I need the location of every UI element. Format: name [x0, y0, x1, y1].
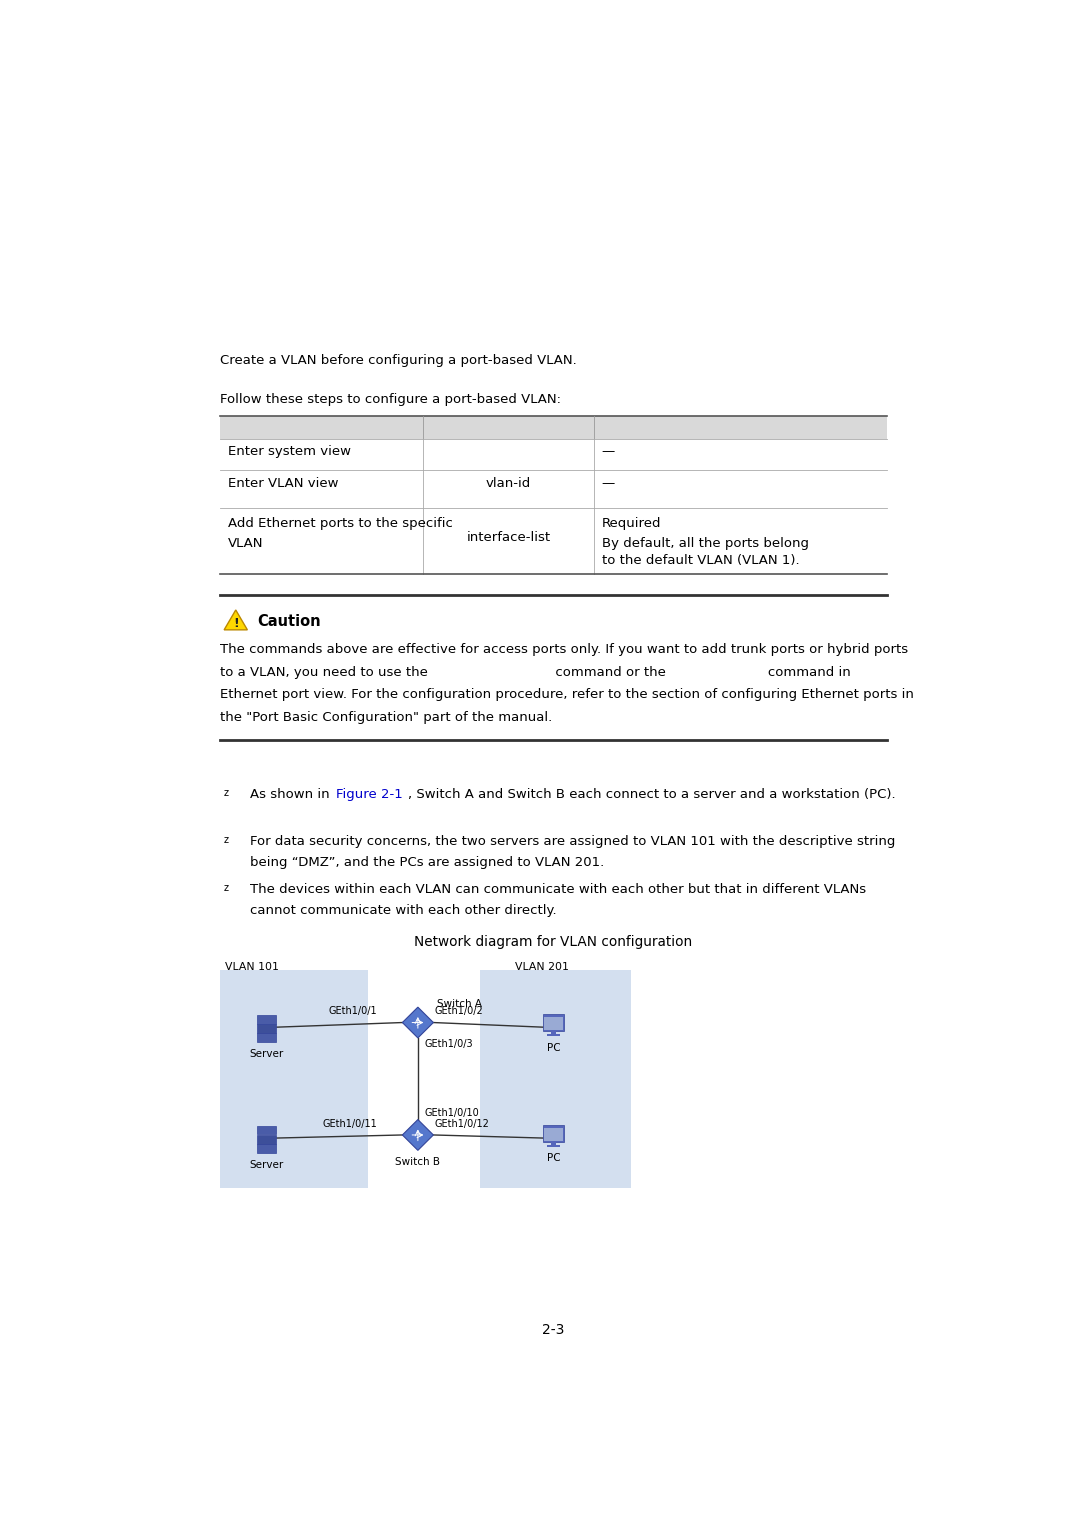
Text: z: z [225, 835, 229, 846]
Text: Network diagram for VLAN configuration: Network diagram for VLAN configuration [415, 935, 692, 948]
Text: VLAN: VLAN [228, 538, 264, 550]
Bar [257, 1135, 276, 1144]
Text: The commands above are effective for access ports only. If you want to add trunk: The commands above are effective for acc… [220, 643, 908, 657]
Text: GEth1/0/11: GEth1/0/11 [323, 1119, 378, 1128]
Text: As shown in: As shown in [249, 788, 334, 800]
Text: !: ! [233, 617, 239, 629]
Text: vlan-id: vlan-id [486, 478, 531, 490]
Bar [480, 970, 631, 1188]
Text: GEth1/0/10: GEth1/0/10 [424, 1109, 478, 1118]
Text: Server: Server [249, 1049, 284, 1058]
Text: to a VLAN, you need to use the                              command or the      : to a VLAN, you need to use the command o… [220, 666, 851, 678]
Text: Create a VLAN before configuring a port-based VLAN.: Create a VLAN before configuring a port-… [220, 354, 577, 366]
Text: Add Ethernet ports to the specific: Add Ethernet ports to the specific [228, 518, 453, 530]
Text: —: — [602, 444, 615, 458]
Text: , Switch A and Switch B each connect to a server and a workstation (PC).: , Switch A and Switch B each connect to … [408, 788, 896, 800]
Bar [257, 1144, 276, 1153]
Text: z: z [225, 788, 229, 797]
Bar [551, 1031, 556, 1035]
Text: z: z [225, 883, 229, 893]
Text: GEth1/0/1: GEth1/0/1 [329, 1006, 378, 1017]
Bar [548, 1034, 559, 1035]
Bar [220, 415, 887, 438]
Text: Enter VLAN view: Enter VLAN view [228, 478, 338, 490]
Bar [544, 1017, 563, 1029]
Bar [257, 1125, 276, 1135]
Text: Caution: Caution [257, 614, 321, 629]
Bar [544, 1127, 563, 1141]
Text: being “DMZ”, and the PCs are assigned to VLAN 201.: being “DMZ”, and the PCs are assigned to… [249, 855, 604, 869]
Text: VLAN 101: VLAN 101 [225, 962, 279, 973]
Text: PC: PC [546, 1153, 561, 1164]
Text: GEth1/0/2: GEth1/0/2 [435, 1006, 484, 1017]
Bar [548, 1145, 559, 1147]
Polygon shape [403, 1119, 433, 1150]
Bar [542, 1125, 565, 1142]
Text: 2-3: 2-3 [542, 1324, 565, 1338]
Text: GEth1/0/3: GEth1/0/3 [424, 1040, 473, 1049]
Text: Switch A: Switch A [437, 1000, 483, 1009]
Text: Enter system view: Enter system view [228, 444, 351, 458]
Polygon shape [403, 1008, 433, 1038]
Text: VLAN 201: VLAN 201 [515, 962, 569, 973]
Text: to the default VLAN (VLAN 1).: to the default VLAN (VLAN 1). [602, 554, 799, 568]
Bar [220, 970, 367, 1188]
Text: By default, all the ports belong: By default, all the ports belong [602, 536, 809, 550]
Bar [542, 1014, 565, 1031]
Text: For data security concerns, the two servers are assigned to VLAN 101 with the de: For data security concerns, the two serv… [249, 835, 895, 849]
Bar [257, 1015, 276, 1023]
Text: Switch B: Switch B [395, 1156, 441, 1167]
Text: cannot communicate with each other directly.: cannot communicate with each other direc… [249, 904, 556, 916]
Text: Server: Server [249, 1159, 284, 1170]
Text: PC: PC [546, 1043, 561, 1052]
Text: Figure 2-1: Figure 2-1 [336, 788, 403, 800]
Text: the "Port Basic Configuration" part of the manual.: the "Port Basic Configuration" part of t… [220, 712, 553, 724]
Text: The devices within each VLAN can communicate with each other but that in differe: The devices within each VLAN can communi… [249, 883, 866, 896]
Text: Ethernet port view. For the configuration procedure, refer to the section of con: Ethernet port view. For the configuratio… [220, 689, 914, 701]
Text: Required: Required [602, 518, 661, 530]
Bar [257, 1034, 276, 1041]
Text: interface-list: interface-list [467, 531, 551, 544]
Text: GEth1/0/12: GEth1/0/12 [435, 1119, 490, 1128]
Text: —: — [602, 478, 615, 490]
Text: Follow these steps to configure a port-based VLAN:: Follow these steps to configure a port-b… [220, 392, 562, 406]
Polygon shape [225, 609, 247, 629]
Bar [551, 1142, 556, 1147]
Bar [257, 1025, 276, 1032]
